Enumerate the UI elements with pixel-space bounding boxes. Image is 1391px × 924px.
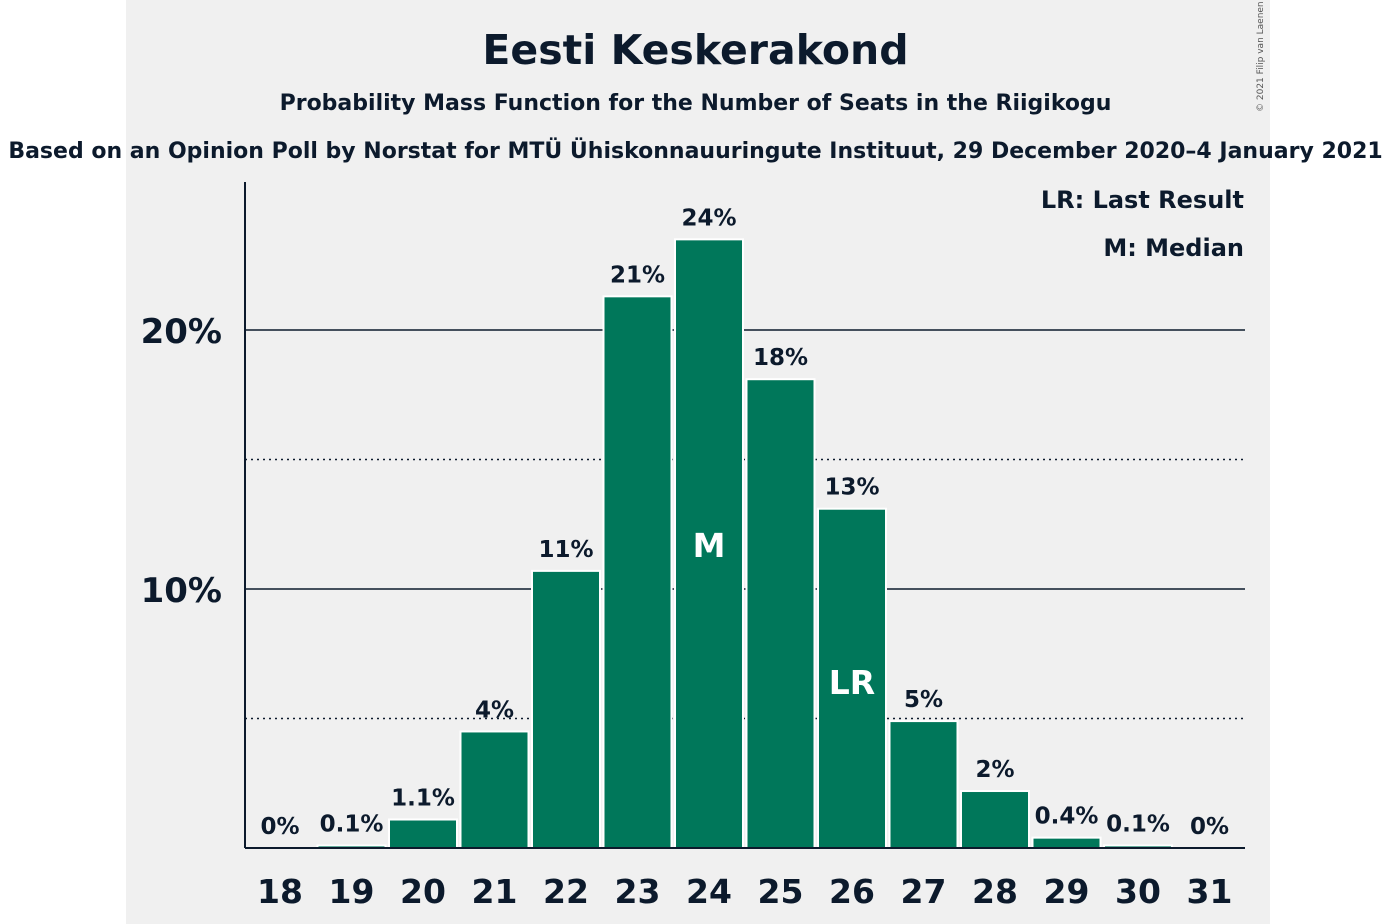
bar <box>817 507 887 849</box>
chart-source: Based on an Opinion Poll by Norstat for … <box>8 139 1383 164</box>
data-label: 0.4% <box>1035 804 1099 830</box>
copyright-note: © 2021 Filip van Laenen <box>1256 1 1266 112</box>
x-tick-label: 25 <box>758 872 804 911</box>
x-tick-label: 29 <box>1044 872 1090 911</box>
data-label: 24% <box>681 205 736 231</box>
bar <box>960 790 1030 850</box>
x-tick-label: 23 <box>615 872 661 911</box>
chart-title: Eesti Keskerakond <box>482 26 909 74</box>
bar <box>388 818 458 850</box>
x-tick-label: 31 <box>1187 872 1233 911</box>
x-tick-label: 28 <box>972 872 1018 911</box>
data-label: 21% <box>610 262 665 288</box>
x-tick-label: 20 <box>400 872 446 911</box>
data-label: 2% <box>975 757 1014 783</box>
bar <box>888 720 959 850</box>
x-tick-label: 19 <box>329 872 375 911</box>
bar <box>602 295 673 849</box>
data-label: 13% <box>824 475 879 501</box>
data-label: 4% <box>475 697 514 723</box>
x-tick-label: 21 <box>472 872 518 911</box>
x-tick-label: 24 <box>686 872 732 911</box>
chart-subtitle: Probability Mass Function for the Number… <box>279 91 1112 116</box>
data-label: 0% <box>260 814 299 840</box>
data-label: 11% <box>538 537 593 563</box>
legend-last-result: LR: Last Result <box>1040 186 1244 214</box>
data-label: 5% <box>904 687 943 713</box>
data-label: 0.1% <box>1106 811 1170 837</box>
y-tick-label: 10% <box>141 571 222 611</box>
x-tick-label: 18 <box>257 872 303 911</box>
bar-marker-label: M <box>693 526 726 565</box>
bar <box>531 569 601 849</box>
x-tick-label: 30 <box>1115 872 1161 911</box>
bar <box>459 730 530 850</box>
data-label: 1.1% <box>391 786 455 812</box>
x-tick-label: 22 <box>543 872 589 911</box>
bar <box>1031 836 1102 850</box>
x-tick-label: 27 <box>901 872 947 911</box>
legend-median: M: Median <box>1103 234 1244 262</box>
y-tick-label: 20% <box>141 312 222 352</box>
bar <box>674 238 744 850</box>
data-label: 18% <box>753 345 808 371</box>
bar <box>745 378 816 849</box>
bar-marker-label: LR <box>829 663 875 702</box>
data-label: 0% <box>1190 814 1229 840</box>
x-tick-label: 26 <box>829 872 875 911</box>
data-label: 0.1% <box>320 811 384 837</box>
